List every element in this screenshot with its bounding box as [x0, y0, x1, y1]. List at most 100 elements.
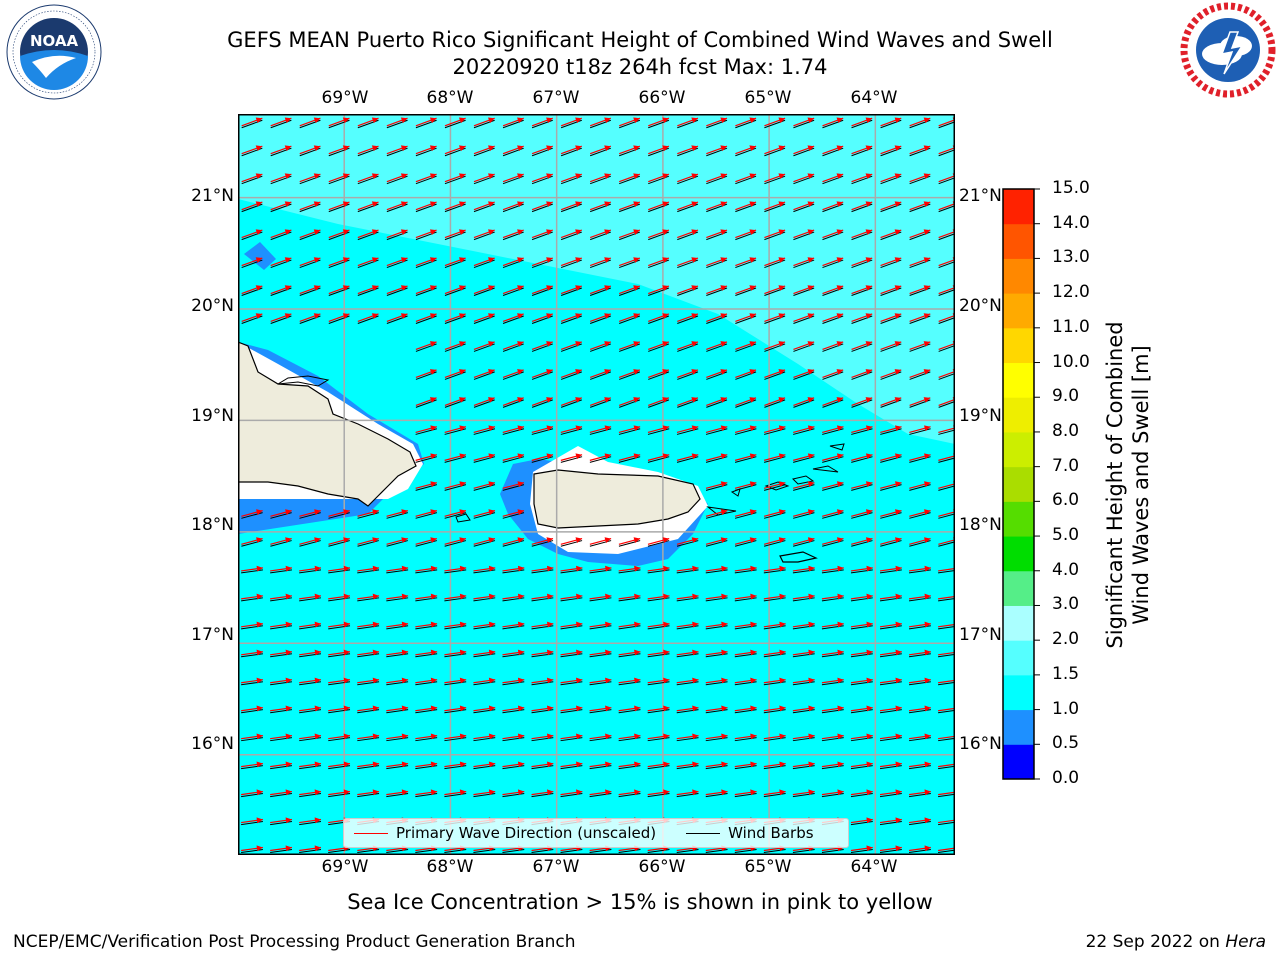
wave-arrow [676, 761, 699, 770]
arrow-head [517, 397, 524, 403]
wave-arrow [502, 173, 524, 185]
arrow-head [400, 229, 408, 235]
colorbar-cell [1003, 466, 1034, 502]
wave-arrow [705, 621, 728, 630]
wind-barb [734, 569, 757, 574]
wave-arrow [357, 537, 379, 547]
arrow-head [720, 341, 728, 347]
arrow-head [836, 369, 844, 375]
arrow-head [720, 397, 728, 403]
wave-arrow [880, 117, 902, 129]
wind-barb [270, 569, 293, 574]
arrow-head [895, 845, 902, 852]
wind-barb [618, 625, 641, 630]
lat-label-right: 20°N [959, 296, 1002, 316]
arrow-head [691, 257, 698, 263]
wave-arrow [473, 565, 496, 574]
wind-barb [938, 597, 955, 602]
wave-arrow [735, 341, 757, 352]
arrow-head [285, 565, 292, 572]
wind-barb [270, 625, 293, 630]
wave-arrow [415, 481, 438, 491]
lon-label-bottom: 65°W [744, 857, 792, 877]
wave-arrow [444, 593, 467, 602]
wave-arrow [589, 369, 612, 380]
arrow-head [749, 369, 757, 375]
wave-arrow [502, 369, 524, 380]
colorbar-cell [1003, 189, 1034, 225]
arrow-head [371, 117, 379, 124]
arrow-head [720, 313, 728, 319]
wave-arrow [763, 705, 786, 714]
wind-barb [821, 737, 844, 742]
wind-barb [792, 765, 815, 770]
wind-barb [560, 848, 583, 854]
wind-barb [879, 597, 902, 602]
wave-arrow [560, 453, 583, 463]
arrow-head [605, 761, 612, 768]
wind-barb [241, 681, 263, 686]
arrow-head [721, 733, 728, 740]
island-st-croix [779, 551, 818, 563]
wave-arrow [880, 537, 902, 547]
arrow-head [691, 145, 698, 152]
wind-barb [444, 765, 467, 770]
wave-arrow [386, 229, 408, 241]
wave-arrow [560, 537, 583, 547]
wave-arrow [763, 789, 786, 798]
wind-barb [589, 709, 612, 714]
wave-arrow [909, 369, 931, 380]
wind-barb [850, 737, 873, 742]
wind-barb [560, 709, 583, 714]
wave-arrow [851, 425, 873, 435]
arrow-head [343, 509, 350, 516]
footer-date-text: 22 Sep 2022 on [1085, 932, 1226, 952]
wave-arrow [357, 761, 380, 770]
wave-arrow [328, 229, 350, 241]
arrow-head [430, 649, 438, 656]
wave-arrow [560, 677, 583, 686]
wave-arrow [415, 369, 437, 380]
wave-arrow [560, 705, 583, 714]
arrow-head [546, 677, 554, 684]
wind-barb [647, 737, 670, 742]
wave-arrow [560, 649, 583, 658]
colorbar-cell [1003, 431, 1034, 468]
wind-barb [415, 653, 438, 658]
arrow-head [779, 677, 786, 684]
wind-barb [763, 709, 786, 714]
arrow-head [284, 229, 292, 235]
wave-arrow [560, 789, 583, 798]
colorbar-cell [1003, 709, 1034, 745]
wind-barb [357, 569, 380, 574]
lat-label-left: 16°N [191, 734, 234, 754]
colorbar-cell [1003, 744, 1034, 780]
arrow-head [750, 593, 757, 600]
arrow-head [720, 229, 728, 235]
wave-arrow [415, 649, 438, 658]
arrow-head [778, 313, 786, 319]
arrow-head [749, 257, 757, 263]
arrow-head [692, 761, 699, 768]
wind-barb [908, 848, 931, 854]
arrow-head [546, 565, 554, 572]
arrow-head [837, 733, 844, 740]
arrow-head [778, 453, 786, 460]
arrow-head [284, 257, 292, 263]
wave-arrow [415, 145, 437, 157]
wave-arrow [328, 285, 350, 297]
lon-label-top: 69°W [321, 88, 369, 108]
arrow-head [865, 481, 873, 488]
wave-arrow [357, 201, 379, 213]
wave-arrow [880, 257, 902, 269]
wave-arrow [880, 145, 902, 157]
arrow-head [924, 677, 931, 684]
arrow-head [691, 229, 698, 235]
wind-barb [531, 765, 554, 770]
wave-arrow [647, 705, 670, 714]
wave-arrow [589, 425, 612, 435]
wave-arrow [851, 229, 873, 241]
arrow-head [865, 173, 873, 180]
arrow-head [401, 733, 409, 740]
wind-barb [415, 625, 438, 630]
